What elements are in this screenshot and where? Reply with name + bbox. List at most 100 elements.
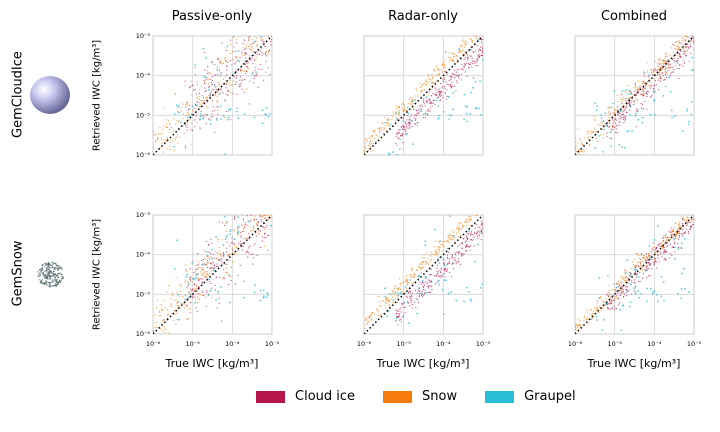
point-cloud-ice — [436, 270, 438, 272]
point-cloud-ice — [187, 109, 189, 111]
point-snow — [463, 53, 465, 55]
point-snow — [673, 55, 675, 58]
point-cloud-ice — [189, 87, 191, 89]
point-cloud-ice — [242, 245, 244, 247]
point-snow — [248, 34, 249, 35]
point-snow — [411, 276, 413, 278]
point-cloud-ice — [691, 215, 693, 216]
point-snow — [438, 246, 440, 248]
point-cloud-ice — [191, 289, 193, 291]
point-snow — [405, 278, 407, 281]
point-graupel — [416, 298, 419, 301]
point-cloud-ice — [225, 263, 228, 265]
point-cloud-ice — [627, 102, 629, 104]
point-cloud-ice — [620, 118, 622, 120]
point-snow — [182, 124, 184, 126]
point-cloud-ice — [692, 219, 694, 221]
point-snow — [646, 257, 648, 259]
point-cloud-ice — [674, 241, 676, 243]
point-snow — [460, 51, 462, 53]
point-graupel — [601, 329, 604, 331]
point-cloud-ice — [480, 54, 482, 57]
point-cloud-ice — [423, 100, 425, 102]
point-snow — [264, 42, 266, 44]
point-graupel — [202, 47, 205, 50]
point-cloud-ice — [438, 91, 440, 93]
cloud-ice-particle-icon — [30, 76, 70, 114]
point-graupel — [222, 114, 225, 117]
point-snow — [642, 90, 644, 92]
point-cloud-ice — [235, 70, 237, 72]
point-cloud-ice — [396, 301, 399, 303]
point-snow — [608, 122, 610, 124]
point-cloud-ice — [225, 84, 227, 86]
point-cloud-ice — [226, 66, 228, 68]
point-graupel — [406, 301, 409, 304]
point-cloud-ice — [641, 107, 643, 109]
point-snow — [638, 80, 640, 82]
point-snow — [654, 69, 656, 71]
point-graupel — [419, 292, 422, 295]
point-cloud-ice — [424, 105, 426, 107]
point-snow — [240, 69, 242, 71]
point-snow — [442, 62, 444, 64]
point-cloud-ice — [456, 82, 458, 84]
point-snow — [213, 89, 215, 91]
point-snow — [385, 298, 387, 300]
legend-label-cloud-ice: Cloud ice — [295, 389, 356, 404]
point-snow — [403, 288, 405, 290]
point-cloud-ice — [221, 258, 223, 260]
point-cloud-ice — [246, 66, 248, 68]
point-snow — [180, 303, 182, 305]
point-snow — [228, 244, 231, 246]
point-cloud-ice — [667, 245, 669, 247]
point-snow — [690, 218, 692, 220]
point-snow — [205, 83, 207, 85]
point-cloud-ice — [616, 295, 618, 297]
point-cloud-ice — [435, 274, 438, 276]
point-cloud-ice — [444, 276, 446, 278]
point-snow — [673, 235, 676, 237]
point-cloud-ice — [270, 193, 271, 194]
point-snow — [250, 230, 252, 232]
point-snow — [620, 94, 622, 96]
point-snow — [470, 38, 472, 40]
point-cloud-ice — [468, 246, 470, 248]
point-snow — [481, 202, 482, 203]
point-snow — [261, 26, 262, 27]
point-cloud-ice — [681, 229, 683, 231]
point-graupel — [641, 121, 644, 124]
point-cloud-ice — [635, 110, 637, 112]
point-snow — [422, 262, 424, 264]
point-snow — [174, 313, 176, 315]
point-snow — [197, 278, 199, 280]
point-cloud-ice — [621, 288, 623, 290]
point-graupel — [424, 240, 427, 243]
point-cloud-ice — [223, 269, 225, 271]
point-snow — [253, 215, 255, 217]
point-snow — [410, 103, 412, 105]
point-cloud-ice — [667, 62, 669, 64]
point-cloud-ice — [606, 304, 608, 306]
point-snow — [219, 252, 221, 255]
point-snow — [680, 216, 682, 218]
point-snow — [412, 102, 414, 105]
point-cloud-ice — [650, 263, 652, 265]
point-cloud-ice — [461, 63, 463, 65]
point-snow — [377, 136, 379, 138]
point-cloud-ice — [462, 254, 464, 256]
point-cloud-ice — [475, 64, 477, 67]
point-snow — [246, 43, 248, 46]
point-snow — [443, 246, 445, 248]
point-snow — [396, 294, 398, 297]
point-snow — [579, 320, 581, 322]
point-cloud-ice — [426, 282, 428, 285]
point-snow — [234, 252, 236, 254]
point-cloud-ice — [402, 141, 404, 144]
point-cloud-ice — [618, 304, 620, 306]
point-cloud-ice — [209, 78, 211, 80]
point-graupel — [206, 254, 209, 257]
point-snow — [180, 107, 183, 109]
point-cloud-ice — [243, 207, 244, 208]
point-cloud-ice — [202, 268, 204, 270]
